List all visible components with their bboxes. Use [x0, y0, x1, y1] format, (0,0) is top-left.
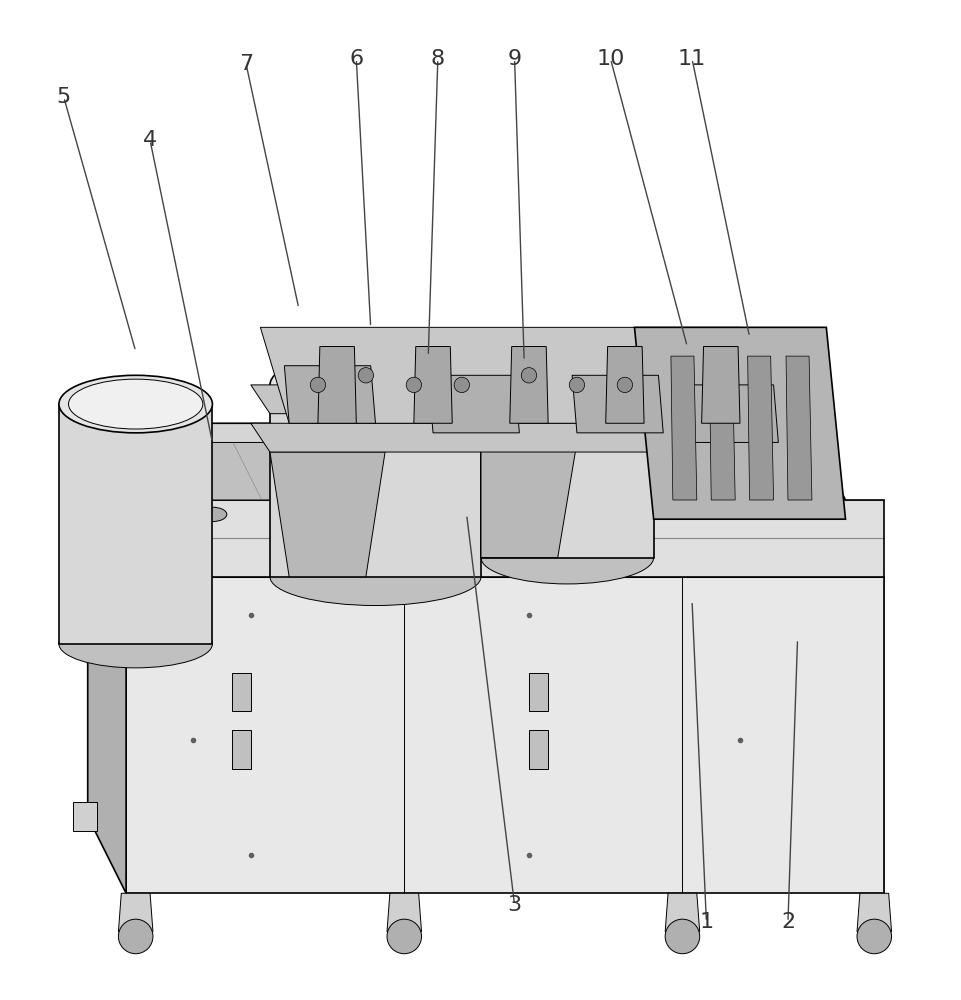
Polygon shape: [284, 366, 375, 423]
Polygon shape: [126, 500, 883, 577]
Text: 1: 1: [699, 912, 713, 932]
Text: 9: 9: [507, 49, 521, 69]
Polygon shape: [572, 375, 662, 433]
Ellipse shape: [480, 531, 653, 584]
Circle shape: [454, 377, 469, 393]
Text: 5: 5: [57, 87, 71, 107]
Ellipse shape: [322, 507, 351, 522]
Ellipse shape: [490, 350, 644, 400]
Polygon shape: [701, 347, 739, 423]
Polygon shape: [73, 802, 97, 831]
Polygon shape: [413, 347, 452, 423]
Text: 10: 10: [596, 49, 624, 69]
Ellipse shape: [270, 351, 480, 418]
Polygon shape: [270, 385, 480, 577]
Text: 8: 8: [431, 49, 444, 69]
Polygon shape: [118, 893, 153, 932]
Text: 6: 6: [349, 49, 363, 69]
Polygon shape: [73, 610, 97, 639]
Polygon shape: [664, 893, 699, 932]
Polygon shape: [480, 375, 653, 558]
Polygon shape: [686, 385, 777, 442]
Polygon shape: [87, 500, 883, 577]
Polygon shape: [251, 423, 720, 452]
Polygon shape: [605, 347, 644, 423]
Circle shape: [856, 919, 891, 954]
Polygon shape: [87, 423, 845, 500]
Circle shape: [569, 377, 584, 393]
Text: 4: 4: [143, 130, 157, 150]
Polygon shape: [428, 375, 519, 433]
Ellipse shape: [270, 548, 480, 606]
Polygon shape: [708, 356, 734, 500]
Ellipse shape: [610, 507, 639, 522]
Circle shape: [310, 377, 325, 393]
Text: 11: 11: [678, 49, 705, 69]
Polygon shape: [747, 356, 773, 500]
Polygon shape: [856, 893, 891, 932]
Circle shape: [406, 377, 421, 393]
Polygon shape: [270, 452, 384, 577]
Text: 3: 3: [507, 895, 521, 915]
Polygon shape: [260, 327, 768, 423]
Polygon shape: [480, 442, 577, 558]
Circle shape: [386, 919, 421, 954]
Polygon shape: [634, 327, 845, 519]
Polygon shape: [232, 673, 251, 711]
Polygon shape: [317, 347, 356, 423]
Ellipse shape: [68, 379, 203, 429]
Ellipse shape: [59, 620, 212, 668]
Polygon shape: [386, 893, 421, 932]
Text: 7: 7: [238, 54, 253, 74]
Ellipse shape: [480, 347, 653, 404]
Circle shape: [118, 919, 153, 954]
Polygon shape: [670, 356, 696, 500]
Polygon shape: [785, 356, 811, 500]
Ellipse shape: [466, 507, 495, 522]
Polygon shape: [87, 500, 126, 893]
Ellipse shape: [198, 507, 227, 522]
Polygon shape: [251, 385, 720, 414]
Text: 2: 2: [780, 912, 794, 932]
Polygon shape: [232, 730, 251, 769]
Polygon shape: [126, 577, 883, 893]
Polygon shape: [509, 347, 548, 423]
Ellipse shape: [59, 375, 212, 433]
Circle shape: [617, 377, 632, 393]
Circle shape: [664, 919, 699, 954]
Polygon shape: [529, 673, 548, 711]
Polygon shape: [145, 442, 720, 500]
Circle shape: [357, 368, 373, 383]
Circle shape: [521, 368, 536, 383]
Ellipse shape: [280, 355, 471, 415]
Polygon shape: [59, 404, 212, 644]
Polygon shape: [529, 730, 548, 769]
